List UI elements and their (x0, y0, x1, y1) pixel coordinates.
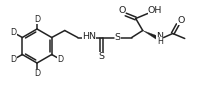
Text: D: D (57, 55, 63, 64)
Text: OH: OH (148, 6, 162, 15)
Text: O: O (118, 6, 125, 15)
Text: D: D (34, 15, 40, 23)
Text: O: O (177, 16, 184, 25)
Text: S: S (115, 33, 121, 42)
Text: H: H (157, 37, 163, 46)
Text: D: D (34, 69, 40, 77)
Text: N: N (156, 32, 163, 41)
Text: HN: HN (82, 32, 96, 41)
Polygon shape (143, 31, 158, 39)
Text: D: D (10, 55, 17, 64)
Text: S: S (99, 52, 105, 61)
Text: D: D (10, 28, 17, 37)
